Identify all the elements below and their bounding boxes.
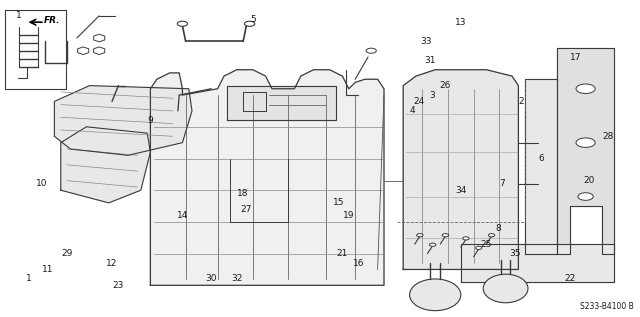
Text: 25: 25 xyxy=(481,240,492,249)
Polygon shape xyxy=(93,34,105,42)
Circle shape xyxy=(366,48,376,53)
Text: 1: 1 xyxy=(16,11,22,20)
Text: 21: 21 xyxy=(337,249,348,258)
Ellipse shape xyxy=(483,274,528,303)
Text: 23: 23 xyxy=(113,281,124,290)
Text: 34: 34 xyxy=(455,186,467,195)
Text: 32: 32 xyxy=(231,275,243,283)
Text: 35: 35 xyxy=(509,249,521,258)
Text: 9: 9 xyxy=(148,116,153,125)
Text: 14: 14 xyxy=(177,211,188,220)
Text: 1: 1 xyxy=(26,275,31,283)
Polygon shape xyxy=(557,48,614,254)
Text: 33: 33 xyxy=(420,37,431,46)
Polygon shape xyxy=(461,244,614,282)
Circle shape xyxy=(488,234,495,237)
Text: 17: 17 xyxy=(570,53,582,61)
Text: 4: 4 xyxy=(410,107,415,115)
Text: 10: 10 xyxy=(36,179,47,188)
Circle shape xyxy=(476,246,482,249)
Polygon shape xyxy=(93,47,105,55)
Text: 16: 16 xyxy=(353,259,364,268)
Text: 7: 7 xyxy=(500,179,505,188)
Polygon shape xyxy=(61,127,150,203)
Circle shape xyxy=(463,237,469,240)
Text: 29: 29 xyxy=(61,249,73,258)
Text: 6: 6 xyxy=(538,154,543,163)
Ellipse shape xyxy=(410,279,461,311)
Text: 31: 31 xyxy=(424,56,436,65)
Text: 8: 8 xyxy=(495,224,500,233)
Circle shape xyxy=(177,21,188,26)
Text: S233-B4100 B: S233-B4100 B xyxy=(580,302,634,311)
Circle shape xyxy=(578,193,593,200)
Polygon shape xyxy=(54,86,192,155)
Circle shape xyxy=(417,234,423,237)
Polygon shape xyxy=(77,47,89,55)
Text: 5: 5 xyxy=(250,15,255,23)
Polygon shape xyxy=(150,70,384,285)
Text: 20: 20 xyxy=(583,176,595,185)
FancyBboxPatch shape xyxy=(5,10,66,89)
Text: 19: 19 xyxy=(343,211,355,220)
Text: 26: 26 xyxy=(439,81,451,90)
Circle shape xyxy=(576,138,595,147)
Text: 2: 2 xyxy=(519,97,524,106)
Circle shape xyxy=(429,243,436,246)
Text: 24: 24 xyxy=(413,97,425,106)
Text: 22: 22 xyxy=(564,275,575,283)
Text: 3: 3 xyxy=(429,91,435,100)
Circle shape xyxy=(576,84,595,94)
Text: 13: 13 xyxy=(455,18,467,27)
Text: 15: 15 xyxy=(333,198,345,207)
Polygon shape xyxy=(403,70,518,269)
Polygon shape xyxy=(227,86,336,120)
Text: 11: 11 xyxy=(42,265,54,274)
Text: 18: 18 xyxy=(237,189,249,198)
Text: 28: 28 xyxy=(602,132,614,141)
Circle shape xyxy=(244,21,255,26)
Circle shape xyxy=(442,234,449,237)
Text: FR.: FR. xyxy=(44,16,60,25)
Text: 30: 30 xyxy=(205,275,217,283)
Text: 27: 27 xyxy=(241,205,252,214)
Polygon shape xyxy=(525,79,557,254)
Text: 12: 12 xyxy=(106,259,118,268)
